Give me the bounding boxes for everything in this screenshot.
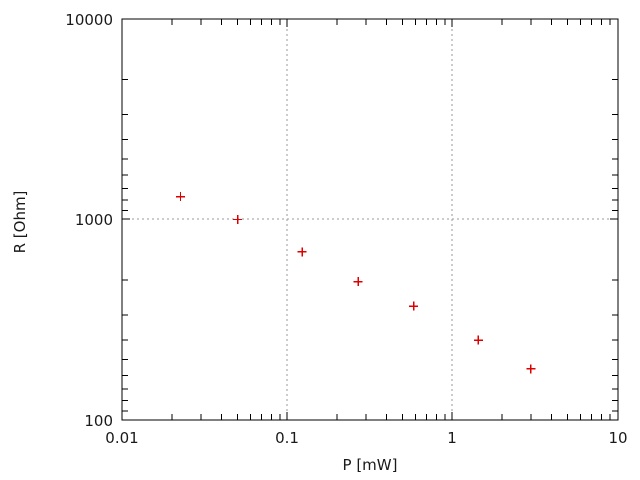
xtick-label-10: 10: [608, 429, 627, 447]
data-point-series: [176, 192, 536, 374]
data-point-marker: [353, 277, 363, 287]
x-axis-title: P [mW]: [343, 456, 398, 474]
data-point-marker: [297, 247, 307, 257]
y-axis-minor-ticks: [122, 78, 618, 412]
data-point-marker: [176, 192, 186, 202]
data-point-marker: [473, 335, 483, 345]
ytick-label-1000: 1000: [75, 211, 113, 229]
xtick-label-0.1: 0.1: [275, 429, 299, 447]
data-point-marker: [526, 364, 536, 374]
plot-area-background: [122, 19, 618, 420]
y-axis-major-ticks: [122, 18, 618, 421]
ytick-label-100: 100: [84, 412, 113, 430]
x-axis-major-ticks: [121, 19, 619, 420]
x-axis-minor-ticks: [171, 19, 611, 420]
xtick-label-1: 1: [447, 429, 457, 447]
ytick-label-10000: 10000: [65, 11, 113, 29]
xtick-label-0.01: 0.01: [105, 429, 138, 447]
y-axis-title: R [Ohm]: [11, 191, 29, 254]
data-point-marker: [409, 301, 419, 311]
data-point-marker: [233, 215, 243, 224]
gridlines: [122, 19, 618, 420]
